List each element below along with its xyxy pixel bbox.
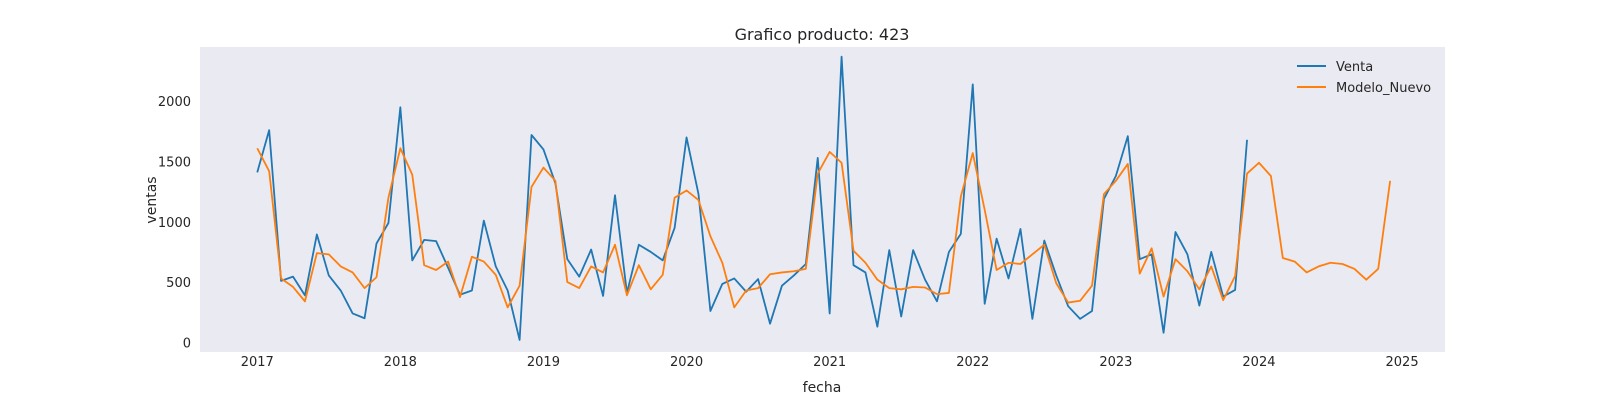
y-tick-label: 500: [166, 276, 191, 291]
x-tick-label: 2022: [956, 355, 989, 370]
plot-background: [200, 47, 1445, 352]
plot-lines: [256, 55, 1392, 341]
x-axis-label: fecha: [803, 380, 842, 396]
y-axis-label: ventas: [144, 176, 160, 223]
series-line-1: [256, 147, 1392, 309]
chart-title: Grafico producto: 423: [735, 25, 910, 44]
legend-label: Venta: [1336, 60, 1373, 75]
x-tick-label: 2021: [813, 355, 846, 370]
y-tick-label: 1500: [158, 156, 191, 171]
x-tick-label: 2017: [241, 355, 274, 370]
x-axis-ticks: 2017 2018 2019 2020 2021 2022 2023 2024 2025: [241, 355, 1419, 370]
y-tick-label: 0: [183, 336, 191, 351]
legend-label: Modelo_Nuevo: [1336, 81, 1431, 96]
x-tick-label: 2020: [670, 355, 703, 370]
y-axis-ticks: 0 500 1000 1500 2000: [158, 95, 191, 351]
x-tick-label: 2023: [1099, 355, 1132, 370]
y-tick-label: 2000: [158, 95, 191, 110]
x-tick-label: 2019: [527, 355, 560, 370]
x-tick-label: 2024: [1242, 355, 1275, 370]
y-tick-label: 1000: [158, 216, 191, 231]
x-tick-label: 2018: [384, 355, 417, 370]
legend: Venta Modelo_Nuevo: [1297, 60, 1431, 96]
x-tick-label: 2025: [1386, 355, 1419, 370]
